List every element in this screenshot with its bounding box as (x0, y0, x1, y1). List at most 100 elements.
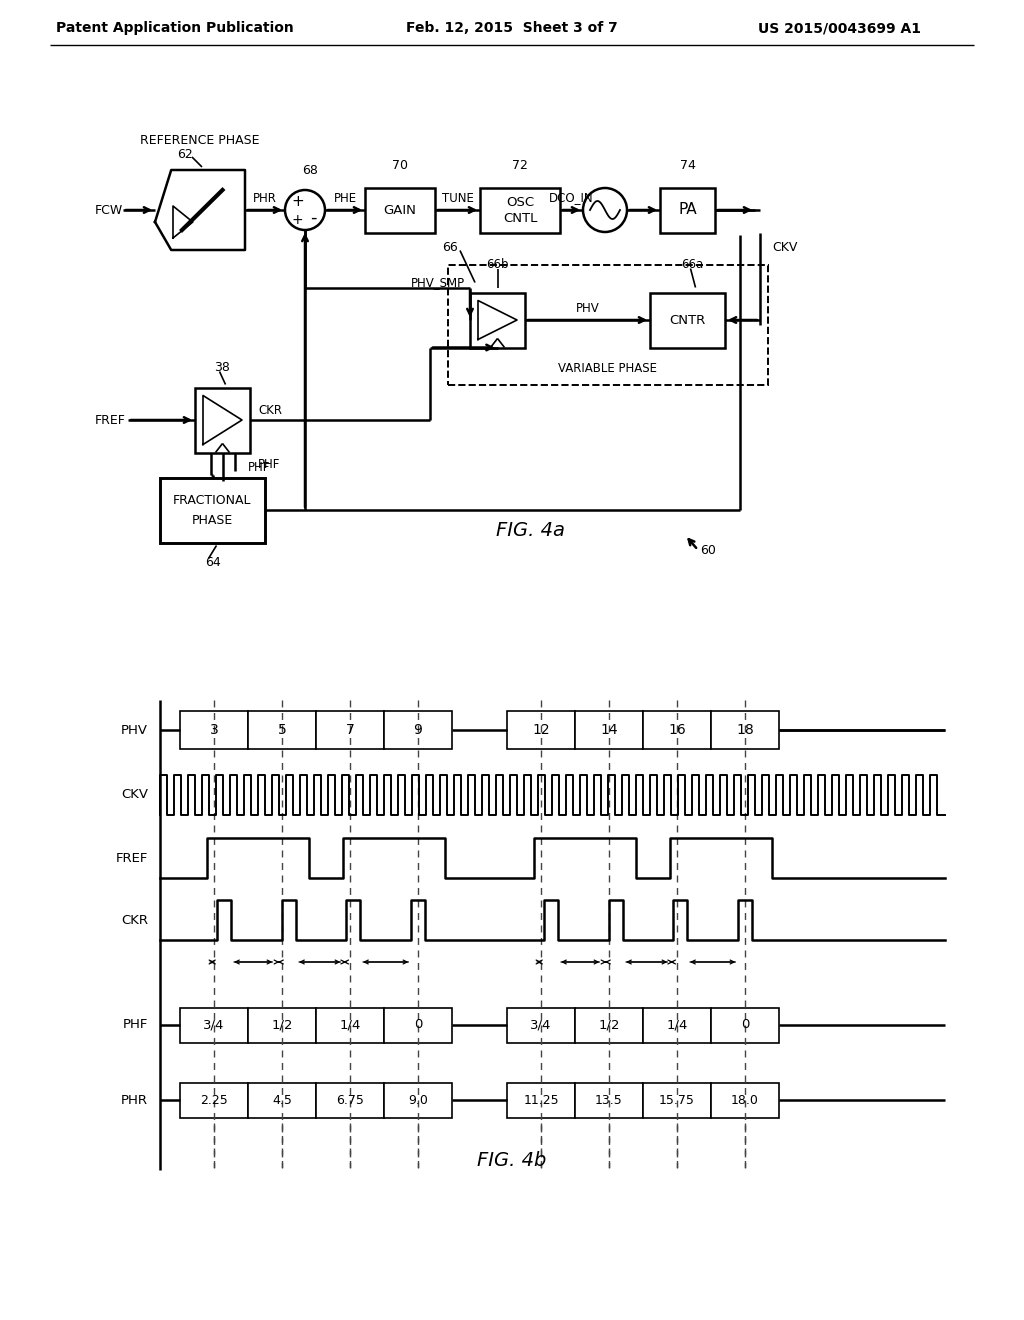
Text: CNTR: CNTR (670, 314, 706, 326)
Text: 1/2: 1/2 (598, 1019, 620, 1031)
Bar (660, 187, 715, 232)
Text: 64: 64 (205, 556, 220, 569)
Text: PHR: PHR (253, 191, 276, 205)
Text: 2.25: 2.25 (200, 1093, 228, 1106)
Text: 62: 62 (177, 148, 193, 161)
Text: 70: 70 (392, 158, 408, 172)
Bar (507, 1007, 575, 1043)
Bar (470, 293, 525, 347)
Text: Patent Application Publication: Patent Application Publication (56, 21, 294, 36)
Text: US 2015/0043699 A1: US 2015/0043699 A1 (759, 21, 922, 36)
Text: 12: 12 (532, 723, 550, 737)
Bar (384, 1007, 452, 1043)
Text: CKV: CKV (121, 788, 148, 801)
Text: PA: PA (678, 202, 696, 218)
Bar (160, 478, 265, 543)
Bar (643, 1082, 711, 1118)
Text: TUNE: TUNE (441, 191, 473, 205)
Bar (507, 1082, 575, 1118)
Text: CNTL: CNTL (503, 211, 538, 224)
Text: PHF: PHF (248, 461, 270, 474)
Text: +: + (291, 213, 303, 227)
Text: 1/2: 1/2 (271, 1019, 293, 1031)
Text: GAIN: GAIN (384, 203, 417, 216)
Bar (575, 1007, 643, 1043)
Text: 3/4: 3/4 (204, 1019, 224, 1031)
Bar (248, 1007, 316, 1043)
Text: PHV_SMP: PHV_SMP (411, 276, 465, 289)
Text: 60: 60 (700, 544, 716, 557)
Bar (316, 1082, 384, 1118)
Text: 11.25: 11.25 (523, 1093, 559, 1106)
Text: 74: 74 (680, 158, 695, 172)
Text: -: - (309, 209, 316, 227)
Text: DCO_IN: DCO_IN (549, 191, 594, 205)
Text: 0: 0 (414, 1019, 422, 1031)
Text: PHR: PHR (121, 1093, 148, 1106)
Bar (575, 1082, 643, 1118)
Text: 15.75: 15.75 (659, 1093, 695, 1106)
Bar (180, 711, 248, 748)
Text: FCW: FCW (95, 203, 123, 216)
Bar (711, 1082, 779, 1118)
Bar (195, 388, 250, 453)
Bar (643, 1007, 711, 1043)
Bar (575, 711, 643, 748)
Bar (316, 711, 384, 748)
Text: 3: 3 (210, 723, 218, 737)
Text: 0: 0 (740, 1019, 750, 1031)
Bar (384, 711, 452, 748)
Bar (449, 265, 768, 385)
Text: FRACTIONAL: FRACTIONAL (173, 494, 252, 507)
Bar (180, 1007, 248, 1043)
Text: 68: 68 (302, 164, 317, 177)
Text: FIG. 4a: FIG. 4a (496, 520, 564, 540)
Bar (384, 1082, 452, 1118)
Text: 1/4: 1/4 (667, 1019, 688, 1031)
Text: 1/4: 1/4 (339, 1019, 360, 1031)
Text: PHF: PHF (123, 1019, 148, 1031)
Text: 18: 18 (736, 723, 754, 737)
Text: 16: 16 (668, 723, 686, 737)
Text: 66b: 66b (486, 257, 509, 271)
Bar (643, 711, 711, 748)
Text: VARIABLE PHASE: VARIABLE PHASE (558, 363, 657, 375)
Text: +: + (292, 194, 304, 210)
Bar (711, 711, 779, 748)
Text: 66: 66 (442, 242, 458, 253)
Text: PHV: PHV (575, 301, 599, 314)
Text: PHF: PHF (258, 458, 281, 471)
Text: 66a: 66a (681, 257, 703, 271)
Text: Feb. 12, 2015  Sheet 3 of 7: Feb. 12, 2015 Sheet 3 of 7 (407, 21, 617, 36)
Text: CKR: CKR (121, 913, 148, 927)
Bar (480, 187, 560, 232)
Text: 6.75: 6.75 (336, 1093, 364, 1106)
Bar (316, 1007, 384, 1043)
Text: CKV: CKV (772, 242, 798, 253)
Text: 14: 14 (600, 723, 617, 737)
Text: 72: 72 (512, 158, 528, 172)
Text: 3/4: 3/4 (530, 1019, 552, 1031)
Text: 7: 7 (346, 723, 354, 737)
Bar (650, 293, 725, 347)
Text: 4.5: 4.5 (272, 1093, 292, 1106)
Text: 9: 9 (414, 723, 423, 737)
Text: 5: 5 (278, 723, 287, 737)
Text: OSC: OSC (506, 195, 535, 209)
Bar (365, 187, 435, 232)
Text: FREF: FREF (116, 851, 148, 865)
Bar (180, 1082, 248, 1118)
Bar (711, 1007, 779, 1043)
Text: FREF: FREF (95, 413, 126, 426)
Text: REFERENCE PHASE: REFERENCE PHASE (140, 133, 260, 147)
Text: PHE: PHE (334, 191, 356, 205)
Text: FIG. 4b: FIG. 4b (477, 1151, 547, 1170)
Bar (507, 711, 575, 748)
Text: 18.0: 18.0 (731, 1093, 759, 1106)
Bar (248, 711, 316, 748)
Text: 38: 38 (215, 360, 230, 374)
Text: CKR: CKR (258, 404, 282, 417)
Text: 13.5: 13.5 (595, 1093, 623, 1106)
Text: PHASE: PHASE (191, 513, 233, 527)
Text: PHV: PHV (121, 723, 148, 737)
